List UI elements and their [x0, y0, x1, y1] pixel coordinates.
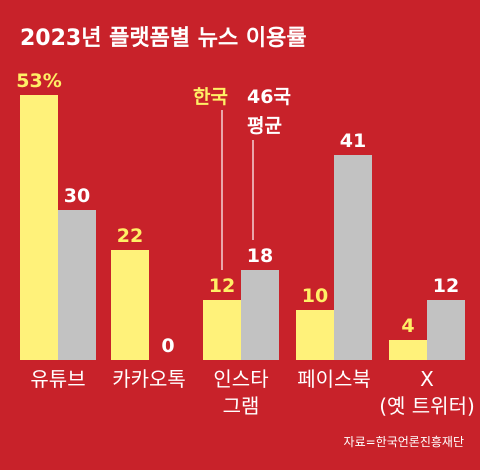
- value-label-korea-2: 12: [209, 275, 235, 297]
- bar-average-0: [58, 210, 96, 360]
- value-label-average-0: 30: [64, 185, 90, 207]
- source-note: 자료=한국언론진흥재단: [344, 435, 464, 449]
- value-label-korea-4: 4: [401, 315, 414, 337]
- value-label-average-3: 41: [340, 130, 366, 152]
- bar-korea-1: [111, 250, 149, 360]
- category-label-3-line-0: 페이스북: [297, 367, 371, 391]
- chart-title: 2023년 플랫폼별 뉴스 이용률: [20, 26, 307, 51]
- value-label-korea-0: 53%: [16, 70, 61, 92]
- bar-average-4: [427, 300, 465, 360]
- value-label-korea-1: 22: [117, 225, 143, 247]
- value-label-average-1: 0: [161, 335, 174, 357]
- category-label-0-line-0: 유튜브: [30, 367, 85, 391]
- legend-korea-label: 한국: [193, 86, 228, 108]
- value-label-korea-3: 10: [302, 285, 328, 307]
- bar-korea-4: [389, 340, 427, 360]
- legend-average-label-line1: 46국: [247, 86, 291, 108]
- bars-group: [20, 95, 465, 360]
- bar-korea-2: [203, 300, 241, 360]
- value-label-average-2: 18: [247, 245, 273, 267]
- bar-korea-3: [296, 310, 334, 360]
- category-label-4-line-1: (옛 트위터): [379, 394, 475, 418]
- category-label-4-line-0: X: [420, 367, 434, 391]
- category-label-2-line-1: 그램: [223, 394, 260, 418]
- category-label-1-line-0: 카카오톡: [112, 367, 186, 391]
- value-labels-group: 53% 30 22 0 12 18 10 41 4 12: [16, 70, 459, 357]
- bar-average-2: [241, 270, 279, 360]
- category-label-2-line-0: 인스타: [213, 367, 268, 391]
- bar-korea-0: [20, 95, 58, 360]
- value-label-average-4: 12: [433, 275, 459, 297]
- bar-average-3: [334, 155, 372, 360]
- legend: 한국 46국 평균: [193, 86, 291, 270]
- legend-average-label-line2: 평균: [247, 115, 282, 137]
